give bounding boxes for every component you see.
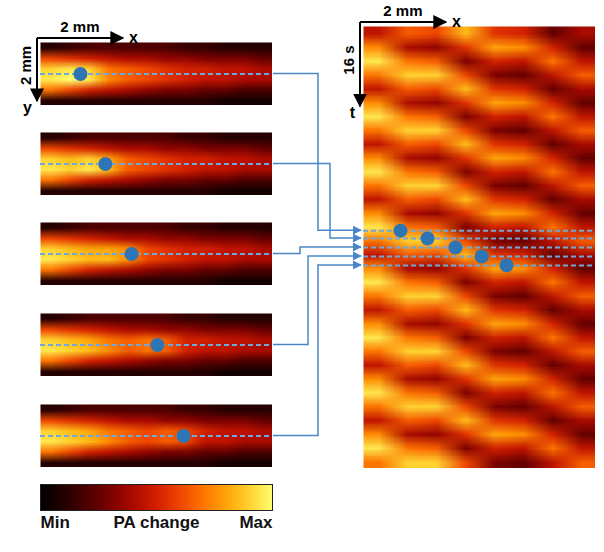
svg-text:x: x bbox=[129, 29, 138, 46]
svg-text:2 mm: 2 mm bbox=[60, 18, 99, 35]
svg-text:x: x bbox=[452, 13, 461, 30]
svg-text:Min: Min bbox=[41, 513, 70, 532]
svg-text:t: t bbox=[350, 104, 356, 121]
svg-text:16 s: 16 s bbox=[340, 45, 357, 74]
svg-text:2 mm: 2 mm bbox=[17, 46, 34, 85]
svg-text:y: y bbox=[23, 99, 32, 116]
svg-text:PA change: PA change bbox=[114, 513, 200, 532]
svg-text:2 mm: 2 mm bbox=[383, 2, 422, 19]
svg-text:Max: Max bbox=[239, 513, 273, 532]
